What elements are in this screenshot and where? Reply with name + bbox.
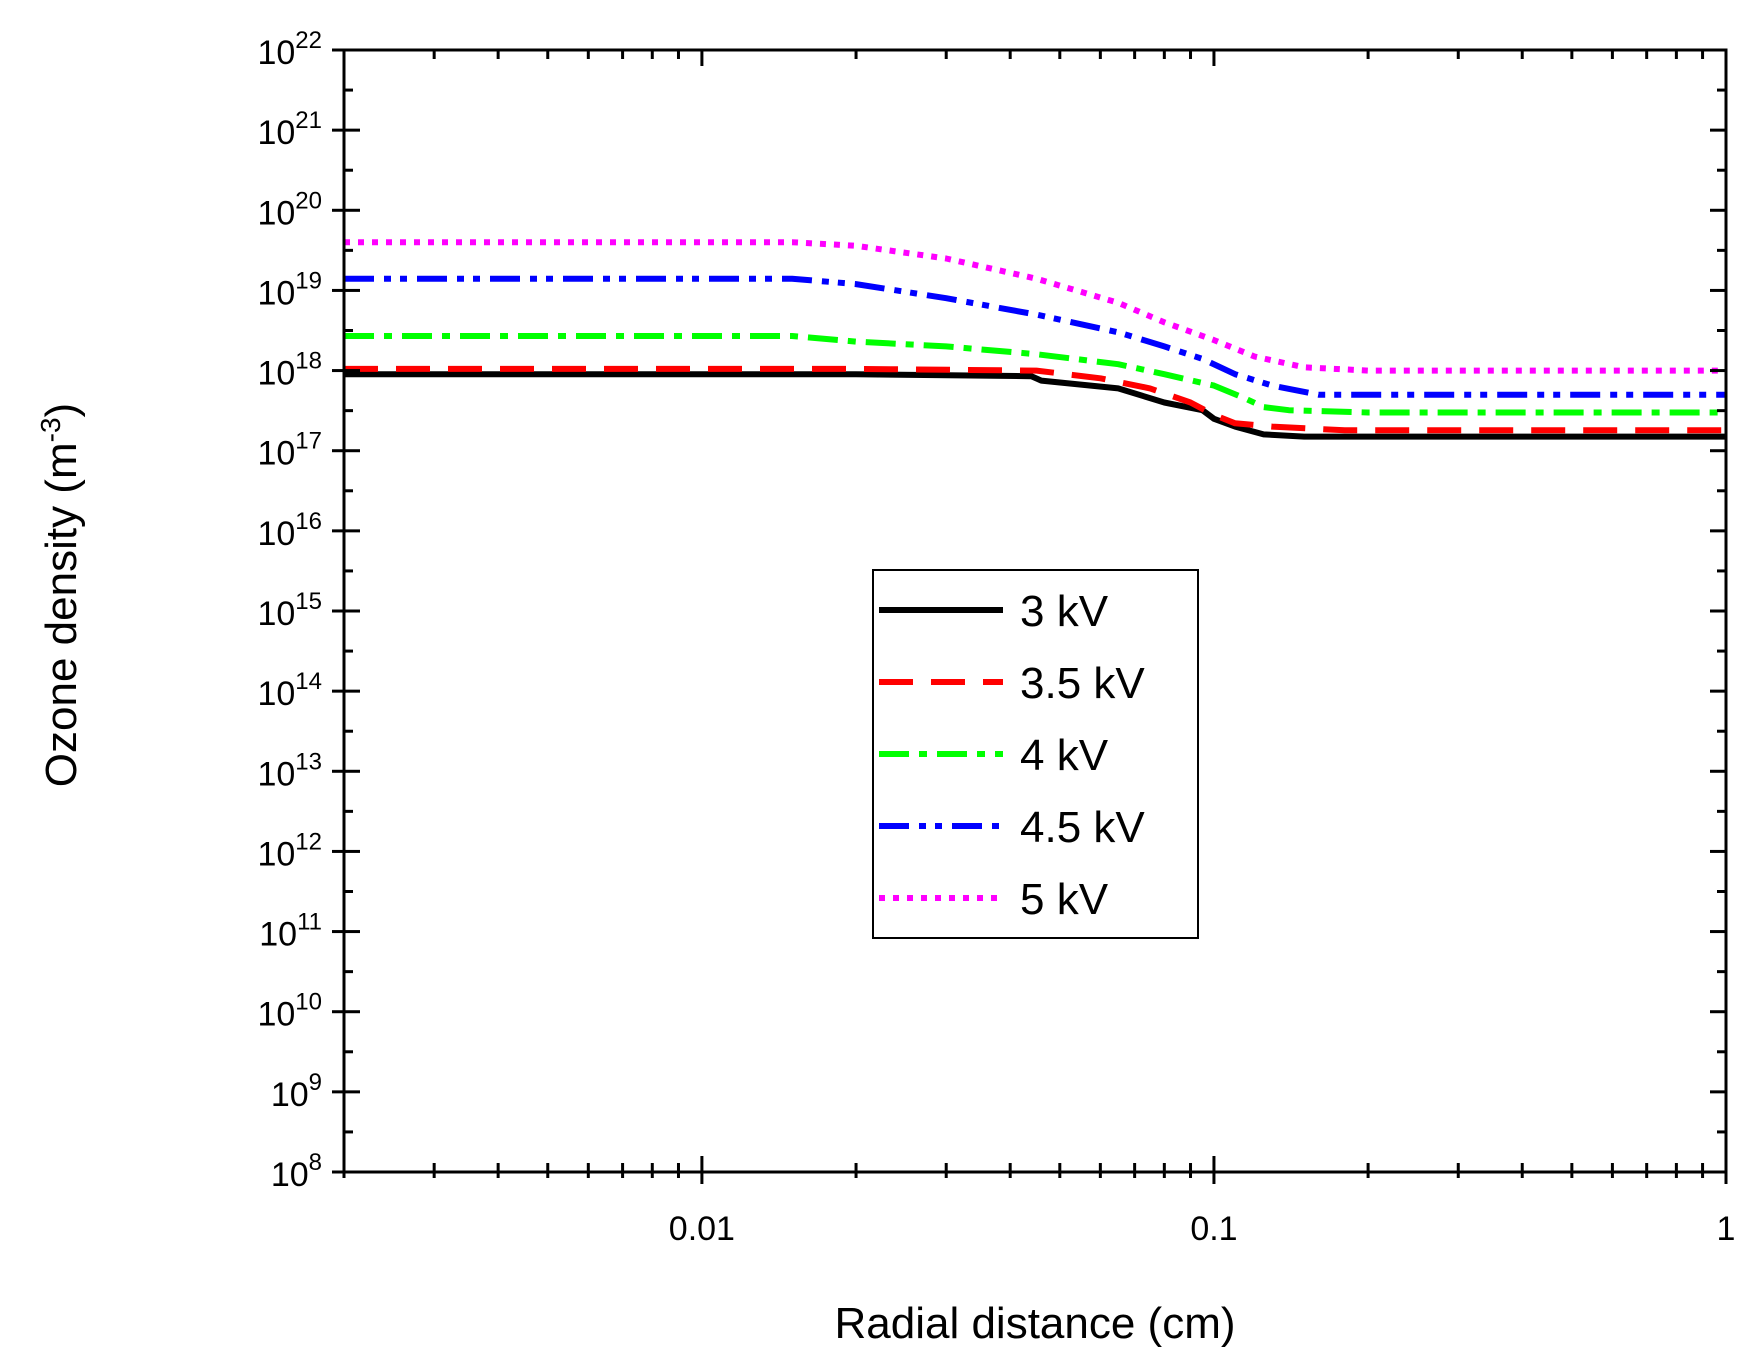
- legend: 3 kV 3.5 kV 4 kV 4.5 kV 5 kV: [872, 569, 1199, 939]
- y-tick-label-exponent: 11: [297, 909, 322, 936]
- y-tick-label-base: 10: [257, 114, 295, 152]
- y-tick-label-exponent: 15: [295, 588, 322, 615]
- y-tick-label: 1016: [257, 508, 322, 553]
- legend-label: 3 kV: [1020, 587, 1109, 636]
- legend-entries: 3 kV 3.5 kV 4 kV 4.5 kV 5 kV: [879, 587, 1145, 924]
- y-tick-label-exponent: 18: [295, 348, 322, 375]
- x-tick-label: 1: [1717, 1210, 1736, 1248]
- y-tick-label-base: 10: [257, 996, 295, 1034]
- series-line-3-5-kv: [344, 365, 1726, 434]
- y-tick-label-exponent: 8: [309, 1149, 322, 1176]
- y-tick-label-exponent: 13: [295, 748, 322, 775]
- y-tick-label-exponent: 12: [295, 828, 322, 855]
- plot-area: 0.01 0.1 1 1081091010101110121013101410151…: [257, 27, 1735, 1248]
- y-tick-label-base: 10: [257, 835, 295, 873]
- y-tick-label-exponent: 14: [295, 668, 322, 695]
- legend-label: 4 kV: [1020, 731, 1109, 780]
- series-line-3-kv: [344, 371, 1726, 440]
- y-tick-label-exponent: 17: [295, 428, 322, 455]
- y-tick-label-base: 10: [257, 34, 295, 72]
- y-tick-label-base: 10: [257, 755, 295, 793]
- y-tick-label: 1021: [257, 107, 322, 152]
- y-tick-label: 1015: [257, 588, 322, 633]
- y-tick-label: 1012: [257, 828, 322, 873]
- y-tick-label-exponent: 20: [295, 187, 322, 214]
- y-tick-label-base: 10: [257, 274, 295, 312]
- y-tick-label-base: 10: [257, 675, 295, 713]
- legend-label: 5 kV: [1020, 875, 1109, 924]
- x-axis-title: Radial distance (cm): [834, 1299, 1235, 1348]
- y-tick-label: 109: [271, 1069, 322, 1114]
- y-tick-label: 108: [271, 1149, 322, 1194]
- y-axis-title-main: Ozone density (m: [37, 442, 86, 787]
- y-tick-label: 1017: [257, 428, 322, 473]
- y-axis-ticks: [332, 48, 1726, 1174]
- x-axis-tick-labels: 0.01 0.1 1: [669, 1210, 1736, 1248]
- y-tick-label-base: 10: [271, 1156, 309, 1194]
- y-tick-label-exponent: 16: [295, 508, 322, 535]
- x-tick-label: 0.01: [669, 1210, 735, 1248]
- y-tick-label-base: 10: [257, 435, 295, 473]
- y-tick-label-base: 10: [257, 194, 295, 232]
- y-axis-tick-labels: 1081091010101110121013101410151016101710…: [257, 27, 322, 1194]
- y-tick-label-base: 10: [259, 916, 297, 954]
- y-tick-label: 1011: [259, 909, 322, 954]
- y-tick-label: 1010: [257, 989, 322, 1034]
- y-tick-label: 1019: [257, 267, 322, 312]
- y-axis-title-close: ): [37, 403, 86, 418]
- y-tick-label: 1020: [257, 187, 322, 232]
- x-axis-ticks: [342, 50, 1728, 1184]
- y-axis-title-exponent: -3: [35, 417, 66, 442]
- legend-label: 3.5 kV: [1020, 659, 1145, 708]
- y-tick-label-exponent: 22: [295, 27, 322, 54]
- y-tick-label-exponent: 10: [295, 989, 322, 1016]
- x-tick-label: 0.1: [1190, 1210, 1237, 1248]
- legend-label: 4.5 kV: [1020, 803, 1145, 852]
- series-layer: [344, 239, 1726, 440]
- y-tick-label-base: 10: [257, 515, 295, 553]
- legend-box: [872, 569, 1199, 939]
- y-tick-label-base: 10: [257, 355, 295, 393]
- y-axis-title: Ozone density (m-3): [35, 403, 86, 787]
- y-tick-label: 1018: [257, 348, 322, 393]
- series-line-4-kv: [344, 333, 1726, 416]
- y-tick-label: 1013: [257, 748, 322, 793]
- y-tick-label-exponent: 19: [295, 267, 322, 294]
- y-tick-label-exponent: 21: [295, 107, 322, 134]
- y-tick-label: 1022: [257, 27, 322, 72]
- y-tick-label: 1014: [257, 668, 322, 713]
- series-line-4-5-kv: [344, 275, 1726, 398]
- y-tick-label-base: 10: [257, 595, 295, 633]
- y-tick-label-exponent: 9: [309, 1069, 322, 1096]
- y-tick-label-base: 10: [271, 1076, 309, 1114]
